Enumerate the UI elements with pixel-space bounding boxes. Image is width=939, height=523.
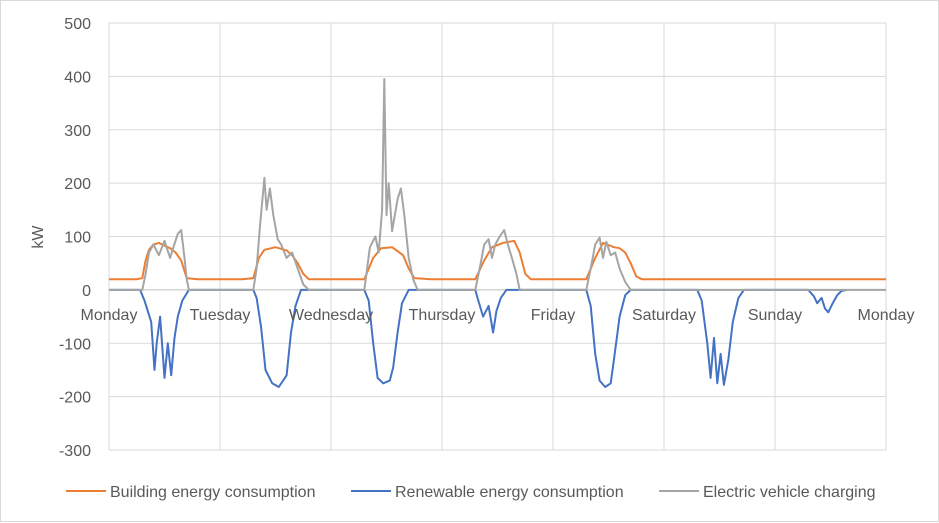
x-tick-label: Monday	[858, 307, 915, 324]
legend: Building energy consumption Renewable ene…	[66, 484, 876, 501]
y-tick-label: -300	[59, 443, 91, 460]
y-tick-label: 0	[82, 283, 91, 300]
y-tick-label: 400	[64, 69, 91, 86]
series-line-2	[109, 288, 848, 388]
horizontal-gridlines	[109, 22, 886, 451]
series-line-1	[109, 239, 886, 281]
y-tick-label: -200	[59, 390, 91, 407]
x-tick-label: Thursday	[409, 307, 476, 324]
x-tick-label: Friday	[531, 307, 575, 324]
x-tick-label: Monday	[81, 307, 138, 324]
x-axis-ticks: Monday Tuesday Wednesday Thursday Friday Satu…	[81, 307, 915, 324]
legend-entry-1: Building energy consumption	[110, 484, 315, 501]
y-axis-title: kW	[30, 225, 47, 249]
x-tick-label: Tuesday	[190, 307, 251, 324]
y-tick-label: -100	[59, 336, 91, 353]
legend-entry-2: Renewable energy consumption	[395, 484, 624, 501]
series-line-3	[109, 78, 886, 291]
x-tick-label: Saturday	[632, 307, 696, 324]
y-axis-ticks: -300 -200 -100 0 100 200 300 400 500	[59, 16, 91, 460]
vertical-gridlines	[108, 23, 887, 450]
legend-entry-3: Electric vehicle charging	[703, 484, 876, 501]
series-lines	[109, 78, 886, 388]
y-tick-label: 500	[64, 16, 91, 33]
x-tick-label: Sunday	[748, 307, 802, 324]
y-tick-label: 200	[64, 176, 91, 193]
y-tick-label: 300	[64, 123, 91, 140]
y-tick-label: 100	[64, 230, 91, 247]
x-tick-label: Wednesday	[289, 307, 373, 324]
